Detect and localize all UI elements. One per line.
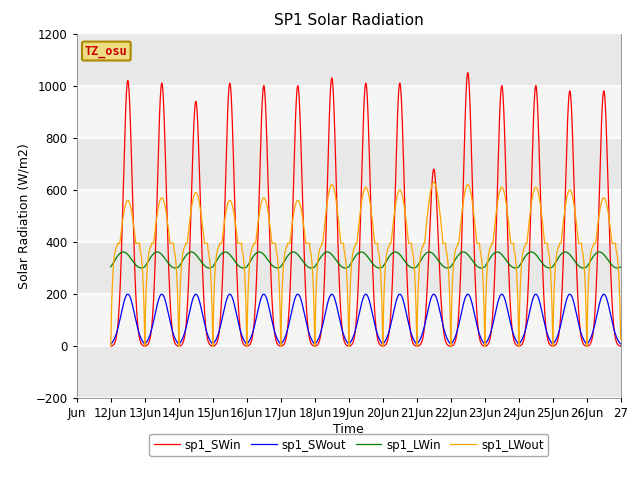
sp1_LWout [509, 240, 516, 246]
Line: sp1_SWin: sp1_SWin [111, 72, 621, 346]
sp1_SWin [198, 264, 206, 269]
sp1_SWout [617, 341, 625, 347]
Line: sp1_LWout: sp1_LWout [111, 182, 621, 346]
sp1_LWin [452, 256, 460, 262]
Bar [77, 190, 621, 242]
sp1_SWout [509, 329, 516, 335]
sp1_SWin [617, 343, 625, 349]
X-axis label: Time: Time [333, 422, 364, 435]
Line: sp1_LWin: sp1_LWin [111, 252, 621, 268]
sp1_LWout [616, 308, 624, 314]
Y-axis label: Solar Radiation (W/m2): Solar Radiation (W/m2) [17, 143, 30, 289]
sp1_LWout [452, 247, 460, 252]
sp1_LWout [346, 282, 354, 288]
sp1_SWin [413, 343, 420, 349]
Bar [77, 346, 621, 398]
Bar [77, 294, 621, 346]
sp1_SWout [107, 341, 115, 347]
sp1_SWout [124, 291, 132, 297]
sp1_SWout [616, 340, 624, 346]
Title: SP1 Solar Radiation: SP1 Solar Radiation [274, 13, 424, 28]
Bar [77, 86, 621, 138]
sp1_LWin [509, 264, 516, 270]
sp1_LWout [430, 179, 438, 185]
sp1_SWin [107, 343, 115, 349]
sp1_SWin [616, 343, 624, 349]
Line: sp1_SWout: sp1_SWout [111, 294, 621, 344]
sp1_LWin [480, 264, 488, 270]
sp1_SWin [452, 337, 460, 343]
sp1_LWin [199, 261, 207, 266]
Text: TZ_osu: TZ_osu [85, 45, 128, 58]
sp1_LWout [480, 296, 488, 301]
sp1_LWout [107, 343, 115, 349]
sp1_SWout [198, 312, 206, 317]
sp1_SWin [464, 70, 472, 75]
sp1_LWout [617, 336, 625, 342]
Bar [77, 34, 621, 86]
sp1_SWin [346, 343, 354, 348]
sp1_LWout [198, 223, 206, 228]
sp1_SWout [480, 340, 488, 346]
sp1_LWin [119, 249, 127, 255]
sp1_LWin [138, 265, 145, 271]
sp1_SWout [347, 339, 355, 345]
Bar [77, 242, 621, 294]
sp1_LWin [617, 264, 625, 270]
Legend: sp1_SWin, sp1_SWout, sp1_LWin, sp1_LWout: sp1_SWin, sp1_SWout, sp1_LWin, sp1_LWout [149, 434, 548, 456]
sp1_SWin [480, 343, 488, 349]
Bar [77, 138, 621, 190]
sp1_SWout [452, 333, 460, 339]
sp1_SWin [509, 332, 516, 337]
sp1_LWin [347, 261, 355, 267]
sp1_LWin [616, 264, 624, 270]
sp1_LWin [107, 264, 115, 270]
